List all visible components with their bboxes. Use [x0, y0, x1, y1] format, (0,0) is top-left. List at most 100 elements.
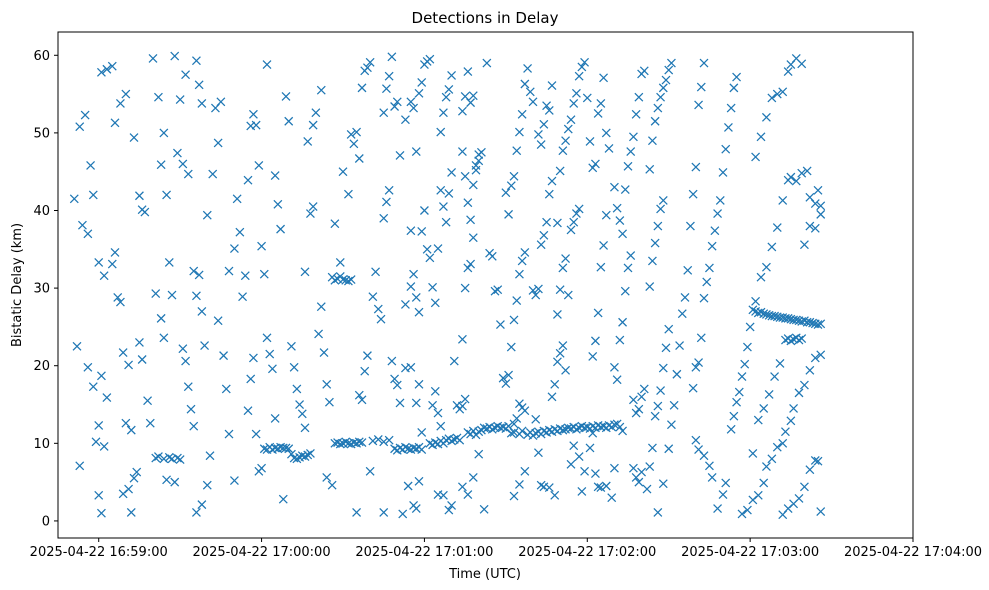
data-point — [292, 384, 302, 394]
data-point — [322, 379, 332, 389]
data-point — [799, 380, 809, 390]
x-axis-ticks: 2025-04-22 16:59:00 2025-04-22 17:00:00 20… — [30, 538, 982, 560]
data-point — [566, 459, 576, 469]
data-point — [121, 89, 131, 99]
data-point — [476, 147, 486, 157]
data-point — [810, 223, 820, 233]
data-point — [647, 443, 657, 453]
data-point — [596, 262, 606, 272]
data-point — [664, 65, 674, 75]
data-point — [528, 97, 538, 107]
data-point — [159, 333, 169, 343]
data-point — [506, 428, 516, 438]
data-point — [664, 324, 674, 334]
data-point — [463, 67, 473, 77]
data-point — [80, 110, 90, 120]
data-point — [96, 508, 106, 518]
data-point — [520, 247, 530, 257]
data-point — [316, 85, 326, 95]
data-point — [352, 507, 362, 517]
data-point — [647, 256, 657, 266]
data-point — [240, 271, 250, 281]
data-point — [753, 415, 763, 425]
data-point — [99, 271, 109, 281]
data-point — [680, 292, 690, 302]
data-point — [194, 270, 204, 280]
data-point — [582, 93, 592, 103]
data-point — [536, 140, 546, 149]
data-point — [710, 226, 720, 236]
data-point — [547, 176, 557, 186]
data-point — [474, 156, 484, 166]
data-point — [544, 189, 554, 199]
data-point — [411, 504, 421, 513]
data-point — [438, 490, 448, 500]
data-point — [656, 204, 666, 214]
data-point — [455, 435, 465, 445]
data-point — [425, 54, 435, 64]
data-point — [626, 251, 636, 260]
data-point — [783, 313, 793, 323]
data-point — [637, 467, 647, 477]
data-point — [270, 171, 280, 181]
chart-title: Detections in Delay — [412, 9, 559, 27]
data-point — [438, 202, 448, 212]
data-point — [740, 359, 750, 369]
data-point — [789, 403, 799, 413]
data-point — [164, 452, 174, 462]
data-point — [599, 240, 609, 250]
data-point — [691, 435, 701, 445]
data-point — [593, 482, 603, 492]
data-point — [229, 476, 239, 486]
data-point — [609, 420, 619, 430]
data-point — [772, 442, 782, 452]
data-point — [623, 161, 633, 171]
y-tick-label: 0 — [42, 514, 50, 529]
data-point — [468, 473, 478, 482]
data-point — [466, 98, 476, 108]
data-point — [666, 58, 676, 68]
data-point — [550, 379, 560, 389]
data-point — [457, 334, 467, 344]
data-point — [88, 382, 98, 392]
data-point — [305, 209, 315, 219]
data-point — [243, 175, 253, 185]
data-point — [224, 429, 234, 439]
data-point — [517, 256, 527, 266]
data-point — [213, 138, 223, 148]
data-point — [816, 350, 826, 360]
data-point — [153, 92, 163, 102]
data-point — [284, 116, 294, 126]
data-point — [229, 244, 239, 253]
data-point — [799, 240, 809, 250]
data-point — [588, 163, 598, 173]
data-point — [525, 87, 535, 97]
data-point — [441, 92, 451, 102]
data-point — [639, 384, 649, 394]
data-point — [533, 284, 543, 294]
data-point — [183, 382, 193, 392]
data-point — [145, 418, 155, 428]
data-point — [121, 418, 131, 428]
data-point — [642, 484, 652, 494]
data-point — [88, 190, 98, 200]
data-point — [384, 435, 394, 445]
data-point — [213, 316, 223, 326]
data-point — [552, 357, 562, 367]
data-point — [113, 292, 123, 302]
data-point — [373, 304, 383, 314]
data-point — [390, 374, 400, 384]
data-point — [810, 199, 820, 208]
y-tick-label: 60 — [33, 49, 50, 64]
data-point — [414, 379, 424, 389]
data-point — [745, 322, 755, 332]
data-point — [447, 168, 457, 177]
y-axis-ticks: 0 10 20 30 40 50 60 — [33, 49, 58, 529]
data-point — [406, 97, 416, 107]
data-point — [96, 67, 106, 77]
data-point — [414, 88, 424, 98]
data-point — [444, 188, 454, 198]
data-point — [552, 218, 562, 228]
data-point — [102, 64, 112, 74]
data-point — [794, 335, 804, 345]
